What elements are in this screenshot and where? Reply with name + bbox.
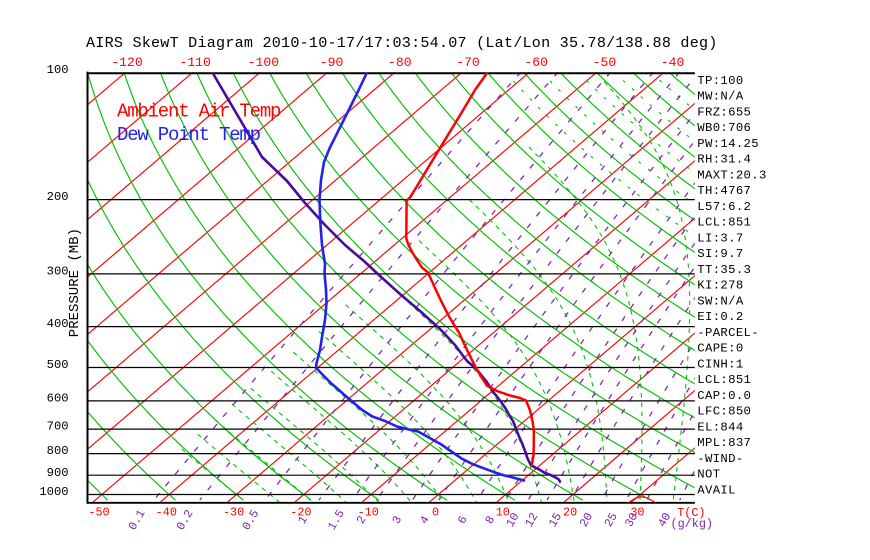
svg-text:-50: -50 (88, 506, 109, 520)
svg-text:-20: -20 (290, 506, 311, 520)
svg-text:400: 400 (47, 317, 69, 331)
svg-text:TT:35.3: TT:35.3 (697, 263, 751, 277)
svg-text:TP:100: TP:100 (697, 74, 743, 88)
svg-text:LCL:851: LCL:851 (697, 216, 751, 230)
svg-text:-90: -90 (320, 55, 344, 70)
svg-text:CAP:0.0: CAP:0.0 (697, 389, 751, 403)
svg-text:L57:6.2: L57:6.2 (697, 200, 751, 214)
svg-text:RH:31.4: RH:31.4 (697, 153, 751, 167)
svg-text:EI:0.2: EI:0.2 (697, 310, 743, 324)
svg-text:PRESSURE (MB): PRESSURE (MB) (67, 228, 83, 337)
svg-text:1000: 1000 (39, 485, 68, 499)
svg-text:-50: -50 (593, 55, 617, 70)
svg-text:0: 0 (432, 506, 439, 520)
svg-text:-40: -40 (156, 506, 177, 520)
svg-text:100: 100 (47, 63, 69, 77)
svg-text:TH:4767: TH:4767 (697, 184, 751, 198)
svg-text:10: 10 (503, 510, 522, 529)
svg-text:12: 12 (522, 510, 541, 529)
svg-text:LCL:851: LCL:851 (697, 373, 751, 387)
svg-text:300: 300 (47, 265, 69, 279)
svg-text:600: 600 (47, 392, 69, 406)
svg-text:30: 30 (630, 506, 644, 520)
svg-text:AIRS SkewT Diagram 2010-10-17/: AIRS SkewT Diagram 2010-10-17/17:03:54.0… (86, 34, 718, 52)
svg-text:200: 200 (47, 190, 69, 204)
svg-text:WB0:706: WB0:706 (697, 121, 751, 135)
svg-text:20: 20 (577, 510, 596, 529)
svg-text:900: 900 (47, 466, 69, 480)
svg-text:LFC:850: LFC:850 (697, 405, 751, 419)
svg-text:-120: -120 (111, 55, 143, 70)
svg-text:FRZ:655: FRZ:655 (697, 105, 751, 119)
svg-text:-40: -40 (661, 55, 685, 70)
svg-text:40: 40 (655, 510, 674, 529)
svg-text:Ambient Air Temp: Ambient Air Temp (117, 100, 281, 122)
svg-text:800: 800 (47, 444, 69, 458)
svg-text:KI:278: KI:278 (697, 279, 743, 293)
svg-text:MPL:837: MPL:837 (697, 436, 751, 450)
svg-text:20: 20 (563, 506, 577, 520)
svg-text:NOT: NOT (697, 468, 720, 482)
svg-text:MAXT:20.3: MAXT:20.3 (697, 168, 766, 182)
svg-text:EL:844: EL:844 (697, 420, 743, 434)
svg-text:15: 15 (546, 510, 565, 529)
svg-text:30: 30 (622, 510, 641, 529)
svg-text:-PARCEL-: -PARCEL- (697, 326, 759, 340)
svg-text:-10: -10 (358, 506, 379, 520)
svg-text:10: 10 (496, 506, 510, 520)
svg-text:MW:N/A: MW:N/A (697, 90, 744, 104)
svg-text:AVAIL: AVAIL (697, 483, 736, 497)
svg-text:500: 500 (47, 358, 69, 372)
svg-text:T(C): T(C) (677, 506, 705, 520)
svg-text:-30: -30 (223, 506, 244, 520)
svg-text:25: 25 (602, 510, 621, 529)
svg-text:-80: -80 (388, 55, 412, 70)
svg-text:-100: -100 (248, 55, 280, 70)
svg-text:700: 700 (47, 420, 69, 434)
svg-text:CINH:1: CINH:1 (697, 357, 743, 371)
svg-text:PW:14.25: PW:14.25 (697, 137, 759, 151)
svg-text:Dew Point Temp: Dew Point Temp (117, 124, 261, 146)
svg-text:CAPE:0: CAPE:0 (697, 342, 743, 356)
svg-text:LI:3.7: LI:3.7 (697, 231, 743, 245)
svg-text:(g/kg): (g/kg) (671, 517, 713, 531)
svg-text:-70: -70 (456, 55, 480, 70)
svg-text:-110: -110 (179, 55, 211, 70)
svg-text:-WIND-: -WIND- (697, 452, 743, 466)
svg-text:SI:9.7: SI:9.7 (697, 247, 743, 261)
svg-text:-60: -60 (524, 55, 548, 70)
svg-text:SW:N/A: SW:N/A (697, 294, 744, 308)
